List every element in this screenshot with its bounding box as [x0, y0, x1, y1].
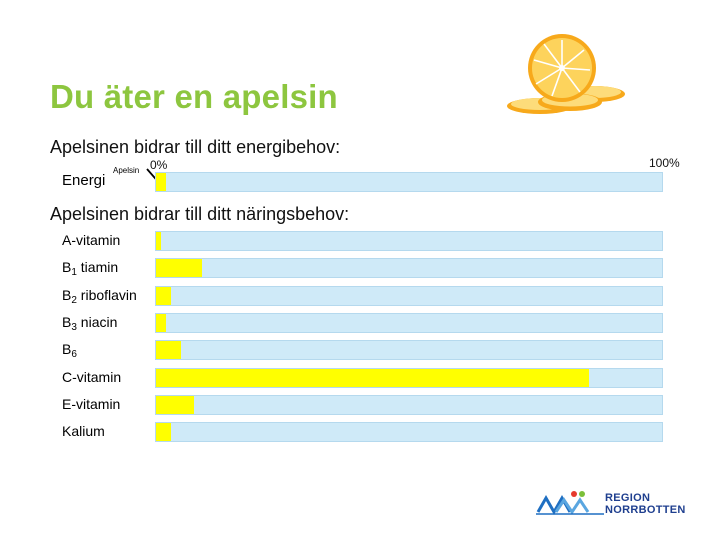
nutrient-bar-track — [155, 286, 663, 306]
logo-text-region: REGION — [605, 492, 651, 504]
nutrient-row-label: Kalium — [62, 423, 105, 439]
nutrient-label-suffix: niacin — [76, 314, 118, 330]
nutrient-label-text: B — [62, 314, 72, 330]
energy-bar-track — [155, 172, 663, 192]
energy-bar-fill — [156, 173, 167, 191]
nutrient-bar-fill — [156, 369, 589, 387]
nutrient-bar-fill — [156, 423, 172, 441]
nutrient-heading: Apelsinen bidrar till ditt näringsbehov: — [50, 204, 350, 224]
page-title: Du äter en apelsin — [50, 78, 338, 115]
nutrient-label-text: Kalium — [62, 423, 105, 439]
nutrient-label-text: A-vitamin — [62, 232, 121, 248]
nutrient-row-label: B3 niacin — [62, 314, 117, 333]
nutrient-label-subscript: 3 — [71, 322, 77, 333]
nutrient-row-label: B2 riboflavin — [62, 287, 137, 306]
nutrient-label-text: B — [62, 259, 72, 275]
nutrient-bar-fill — [156, 287, 172, 305]
energy-row-label: Energi — [62, 172, 106, 189]
tick-start-label: 0% — [150, 158, 168, 172]
nutrient-bar-track — [155, 340, 663, 360]
nutrient-bar-fill — [156, 396, 194, 414]
nutrient-bar-fill — [156, 259, 202, 277]
orange-slices-illustration — [507, 34, 625, 114]
nutrient-bar-track — [155, 258, 663, 278]
nutrient-bar-track — [155, 395, 663, 415]
apelsin-annotation: Apelsin — [113, 166, 140, 175]
nutrient-row-label: B6 — [62, 341, 77, 360]
nutrient-row-label: A-vitamin — [62, 232, 120, 248]
energy-heading: Apelsinen bidrar till ditt energibehov: — [50, 137, 341, 157]
nutrient-row-label: B1 tiamin — [62, 259, 118, 278]
region-norrbotten-logo — [536, 491, 604, 516]
nutrient-label-text: B — [62, 287, 72, 303]
nutrient-label-text: E-vitamin — [62, 396, 121, 412]
nutrient-bar-track — [155, 313, 663, 333]
nutrient-bar-fill — [156, 314, 167, 332]
nutrient-bar-track — [155, 368, 663, 388]
nutrient-row-label: E-vitamin — [62, 396, 120, 412]
nutrient-label-subscript: 2 — [71, 295, 77, 306]
logo-text-norrbotten: NORRBOTTEN — [605, 504, 686, 516]
nutrient-label-suffix: riboflavin — [76, 287, 137, 303]
nutrient-bar-track — [155, 422, 663, 442]
nutrient-label-text: B — [62, 341, 72, 357]
nutrient-row-label: C-vitamin — [62, 369, 121, 385]
nutrient-label-suffix: tiamin — [76, 259, 119, 275]
nutrient-bar-fill — [156, 232, 162, 250]
nutrient-bar-track — [155, 231, 663, 251]
nutrient-label-text: C-vitamin — [62, 369, 122, 385]
nutrient-label-subscript: 1 — [71, 267, 77, 278]
nutrient-bar-fill — [156, 341, 182, 359]
nutrient-label-subscript: 6 — [71, 349, 77, 360]
tick-end-label: 100% — [649, 156, 680, 170]
